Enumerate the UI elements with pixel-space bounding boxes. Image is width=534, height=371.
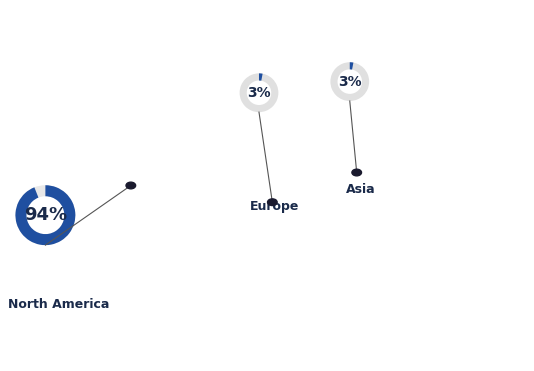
Text: 94%: 94% bbox=[24, 206, 67, 224]
Wedge shape bbox=[15, 185, 75, 245]
Text: North America: North America bbox=[8, 298, 109, 311]
Wedge shape bbox=[350, 62, 354, 70]
Text: Europe: Europe bbox=[250, 200, 299, 213]
Text: 3%: 3% bbox=[338, 75, 362, 89]
Wedge shape bbox=[259, 73, 263, 81]
Wedge shape bbox=[240, 73, 278, 112]
Text: Asia: Asia bbox=[346, 183, 375, 196]
Text: 3%: 3% bbox=[247, 86, 271, 100]
Wedge shape bbox=[15, 185, 75, 245]
Wedge shape bbox=[331, 62, 369, 101]
